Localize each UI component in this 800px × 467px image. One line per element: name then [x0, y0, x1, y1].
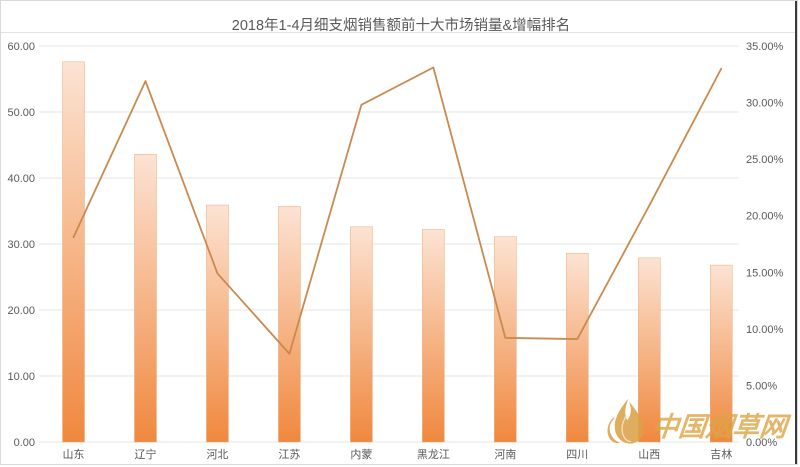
svg-text:四川: 四川 — [566, 449, 588, 461]
svg-text:5.00%: 5.00% — [746, 380, 777, 392]
svg-text:辽宁: 辽宁 — [134, 447, 156, 461]
svg-text:黑龙江: 黑龙江 — [417, 448, 450, 461]
svg-text:50.00: 50.00 — [7, 107, 35, 119]
svg-text:20.00: 20.00 — [7, 305, 35, 317]
svg-text:25.00%: 25.00% — [746, 154, 784, 166]
svg-text:60.00: 60.00 — [7, 41, 35, 53]
svg-text:山西: 山西 — [638, 448, 660, 461]
svg-text:35.00%: 35.00% — [746, 41, 784, 53]
svg-text:10.00%: 10.00% — [746, 324, 784, 336]
svg-text:15.00%: 15.00% — [746, 267, 784, 279]
svg-text:河北: 河北 — [206, 448, 228, 461]
svg-text:江苏: 江苏 — [278, 448, 300, 461]
svg-text:30.00%: 30.00% — [746, 98, 784, 110]
svg-text:内蒙: 内蒙 — [350, 447, 372, 461]
svg-text:20.00%: 20.00% — [746, 211, 784, 223]
svg-text:0.00%: 0.00% — [746, 437, 777, 449]
svg-text:30.00: 30.00 — [7, 239, 35, 251]
svg-text:0.00: 0.00 — [14, 437, 35, 449]
svg-text:山东: 山东 — [63, 448, 85, 461]
svg-text:10.00: 10.00 — [7, 371, 35, 383]
svg-text:河南: 河南 — [494, 448, 516, 461]
svg-text:40.00: 40.00 — [7, 173, 35, 185]
svg-text:吉林: 吉林 — [710, 447, 732, 461]
